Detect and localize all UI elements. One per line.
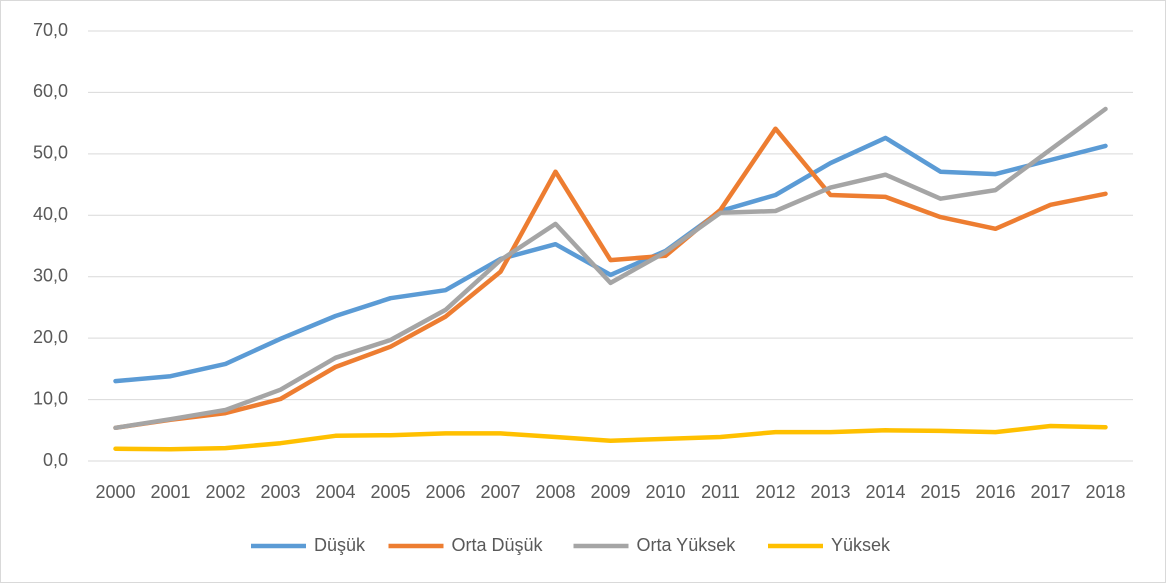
x-tick-label: 2007: [480, 482, 520, 502]
y-tick-label: 70,0: [33, 20, 68, 40]
series-line: [113, 135, 1108, 384]
y-tick-label: 60,0: [33, 81, 68, 101]
series-line: [113, 106, 1108, 431]
x-tick-label: 2012: [755, 482, 795, 502]
x-tick-label: 2017: [1030, 482, 1070, 502]
x-tick-label: 2000: [95, 482, 135, 502]
y-tick-label: 20,0: [33, 327, 68, 347]
y-tick-label: 30,0: [33, 265, 68, 285]
x-tick-label: 2013: [810, 482, 850, 502]
x-tick-label: 2011: [701, 482, 740, 502]
y-tick-label: 50,0: [33, 143, 68, 163]
legend-label: Orta Düşük: [452, 535, 544, 555]
legend-label: Orta Yüksek: [637, 535, 737, 555]
x-tick-label: 2002: [205, 482, 245, 502]
series-line: [113, 423, 1108, 452]
legend-label: Düşük: [314, 535, 366, 555]
x-tick-label: 2014: [865, 482, 905, 502]
x-tick-label: 2016: [975, 482, 1015, 502]
x-tick-label: 2003: [260, 482, 300, 502]
x-tick-label: 2006: [425, 482, 465, 502]
x-tick-label: 2001: [150, 482, 190, 502]
x-tick-label: 2005: [370, 482, 410, 502]
y-tick-label: 10,0: [33, 388, 68, 408]
x-tick-label: 2018: [1085, 482, 1125, 502]
x-tick-label: 2008: [535, 482, 575, 502]
y-tick-label: 40,0: [33, 204, 68, 224]
series-line: [113, 126, 1108, 431]
x-tick-label: 2015: [920, 482, 960, 502]
x-tick-label: 2009: [590, 482, 630, 502]
x-tick-label: 2004: [315, 482, 355, 502]
legend-label: Yüksek: [831, 535, 891, 555]
x-tick-label: 2010: [645, 482, 685, 502]
y-tick-label: 0,0: [43, 450, 68, 470]
